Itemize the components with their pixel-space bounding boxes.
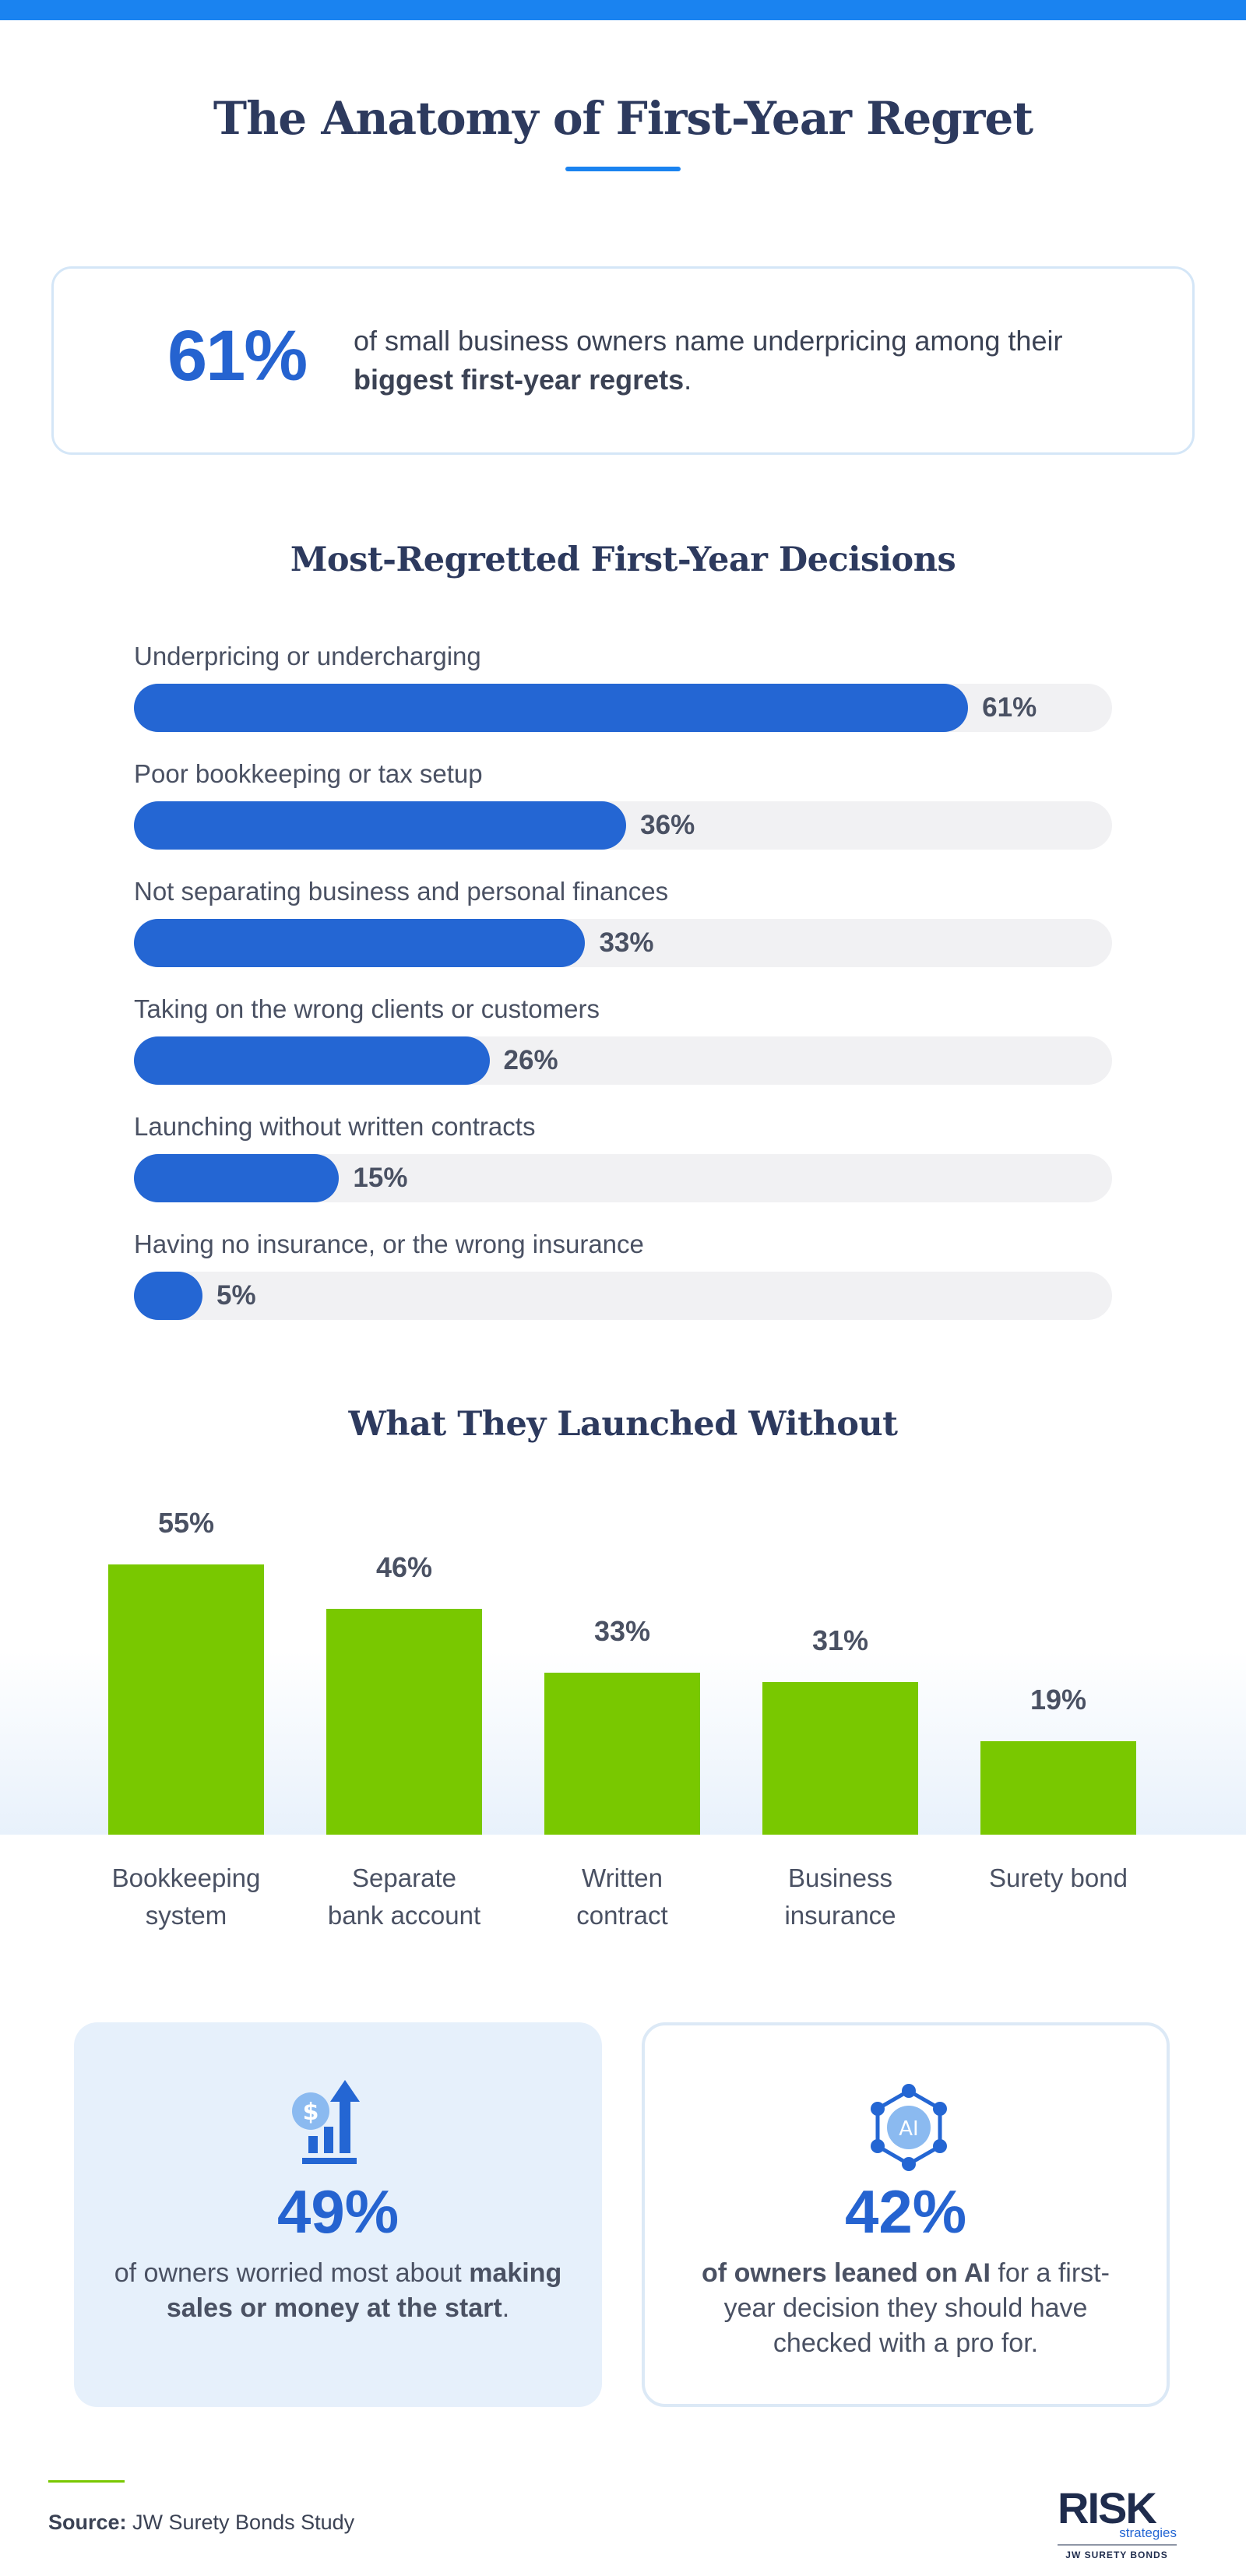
hbar-track: 5%	[134, 1272, 1112, 1320]
hbar-category-label: Underpricing or undercharging	[134, 642, 481, 670]
vbar-bar	[980, 1741, 1136, 1835]
vbar-category-label: Separate bank account	[327, 1863, 481, 1930]
vbar-chart-title: What They Launched Without	[348, 1405, 898, 1444]
ai-reliance-card: AI 42% of owners leaned on AI for a firs…	[642, 2022, 1170, 2407]
hbar-category-label: Poor bookkeeping or tax setup	[134, 759, 483, 788]
vbar-value-label: 31%	[811, 1624, 869, 1657]
ai-reliance-text: of owners leaned on AI for a first-year …	[702, 2258, 1110, 2358]
hbar-bar	[134, 919, 586, 967]
hbar-bar	[134, 684, 969, 732]
vbar-category-label: Written contract	[576, 1863, 668, 1930]
svg-text:$: $	[303, 2099, 319, 2126]
risk-strategies-logo: RISK strategies JW SURETY BONDS	[1058, 2484, 1177, 2560]
vbar-bar	[108, 1564, 264, 1835]
vbar-bar	[326, 1608, 482, 1835]
hbar-category-label: Taking on the wrong clients or customers	[134, 994, 600, 1023]
vbar-category-label: Bookkeeping system	[111, 1863, 261, 1930]
vbar-category-label: Business insurance	[784, 1863, 896, 1930]
hbar-value-label: 33%	[599, 927, 654, 958]
hbar-value-label: 5%	[216, 1280, 256, 1311]
hbar-bar	[134, 1154, 340, 1202]
hbar-value-label: 61%	[982, 692, 1037, 723]
ai-reliance-value: 42%	[844, 2177, 967, 2246]
hbar-category-label: Launching without written contracts	[134, 1112, 536, 1141]
logo-jw-text: JW SURETY BONDS	[1065, 2550, 1167, 2560]
highlight-stat-text: of small business owners name underprici…	[354, 325, 1063, 396]
hbar-track: 36%	[134, 801, 1112, 850]
sales-worry-value: 49%	[276, 2177, 399, 2246]
title-underline	[565, 167, 681, 171]
hbar-bar	[134, 1036, 490, 1085]
hbar-track: 15%	[134, 1154, 1112, 1202]
hbar-track: 33%	[134, 919, 1112, 967]
vbar-value-label: 55%	[157, 1507, 215, 1539]
hbar-category-label: Not separating business and personal fin…	[134, 877, 669, 906]
vbar-category-label: Surety bond	[989, 1863, 1128, 1892]
hbar-bar	[134, 801, 627, 850]
logo-risk-text: RISK	[1058, 2484, 1156, 2532]
hbar-track: 61%	[134, 684, 1112, 732]
ai-icon-text: AI	[899, 2117, 918, 2141]
logo-strategies-text: strategies	[1119, 2525, 1177, 2540]
top-stripe	[0, 0, 1246, 20]
highlight-stat-card: 61% of small business owners name underp…	[51, 266, 1195, 455]
source-divider	[48, 2480, 125, 2483]
hbar-value-label: 26%	[503, 1045, 558, 1075]
vbar-value-label: 46%	[375, 1550, 433, 1583]
launched-without-bar-chart: 55% Bookkeeping system 46% Separate bank acco…	[0, 1480, 1246, 1947]
regret-bar-chart: Underpricing or undercharging 61% Poor boo…	[0, 623, 1246, 1339]
hbar-bar	[134, 1272, 202, 1320]
hbar-track: 26%	[134, 1036, 1112, 1085]
hbar-category-label: Having no insurance, or the wrong insura…	[134, 1230, 644, 1258]
sales-worry-text: of owners worried most about making sale…	[114, 2258, 562, 2323]
vbar-value-label: 33%	[593, 1614, 651, 1647]
hbar-chart-title: Most-Regretted First-Year Decisions	[290, 540, 956, 579]
highlight-stat-value: 61%	[167, 316, 308, 396]
vbar-bar	[762, 1682, 918, 1835]
page-title: The Anatomy of First-Year Regret	[213, 92, 1033, 145]
hbar-value-label: 15%	[353, 1163, 408, 1193]
dollar-growth-icon: $	[292, 2080, 360, 2164]
source-citation: Source: JW Surety Bonds Study	[48, 2511, 355, 2534]
ai-network-icon: AI	[871, 2084, 947, 2171]
vbar-value-label: 19%	[1030, 1684, 1087, 1716]
sales-worry-card: $ 49% of owners worried most about makin…	[74, 2022, 602, 2407]
vbar-bar	[544, 1672, 700, 1835]
hbar-value-label: 36%	[640, 810, 695, 840]
